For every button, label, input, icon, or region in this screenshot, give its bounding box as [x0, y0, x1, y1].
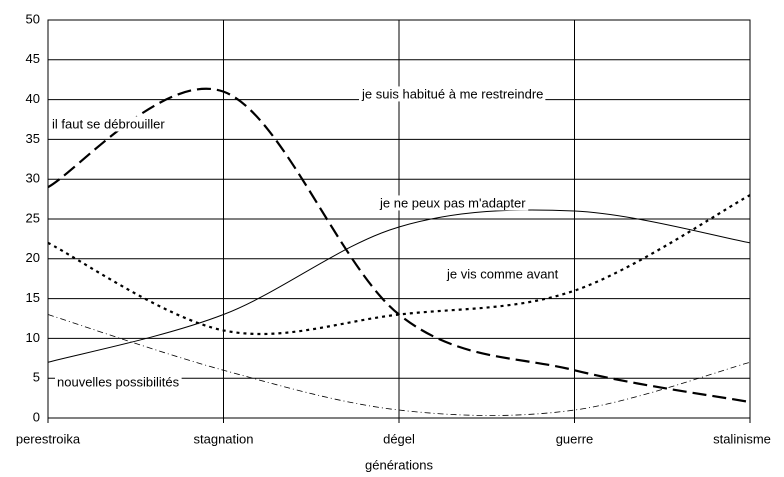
- label-background: [50, 116, 168, 132]
- annotation: je suis habitué à me restreindre: [361, 86, 543, 101]
- x-tick-label: stalinisme: [713, 431, 771, 446]
- y-tick-label: 35: [26, 131, 40, 146]
- x-tick-label: stagnation: [194, 431, 254, 446]
- series-line: [47, 209, 751, 363]
- label-background: [55, 374, 182, 390]
- y-tick-label: 25: [26, 210, 40, 225]
- label-background: [359, 86, 546, 102]
- y-tick-label: 50: [26, 11, 40, 26]
- x-tick-label: dégel: [383, 431, 415, 446]
- label-background: [444, 266, 561, 282]
- y-tick-label: 40: [26, 91, 40, 106]
- x-tick-label: guerre: [556, 431, 594, 446]
- series-label: nouvelles possibilités: [57, 374, 180, 389]
- series-line: [47, 87, 751, 404]
- x-axis-label: générations: [365, 457, 433, 472]
- series-label: je vis comme avant: [446, 266, 559, 281]
- y-tick-label: 30: [26, 171, 40, 186]
- y-tick-label: 0: [33, 409, 40, 424]
- series-line: [47, 194, 751, 336]
- y-tick-label: 45: [26, 51, 40, 66]
- series-line: [47, 314, 751, 416]
- y-tick-label: 15: [26, 290, 40, 305]
- series-label: je ne peux pas m'adapter: [379, 195, 526, 210]
- x-tick-label: perestroika: [16, 431, 81, 446]
- label-background: [377, 195, 529, 211]
- y-tick-label: 10: [26, 330, 40, 345]
- y-tick-label: 5: [33, 370, 40, 385]
- series-label: il faut se débrouiller: [52, 116, 165, 131]
- y-tick-label: 20: [26, 250, 40, 265]
